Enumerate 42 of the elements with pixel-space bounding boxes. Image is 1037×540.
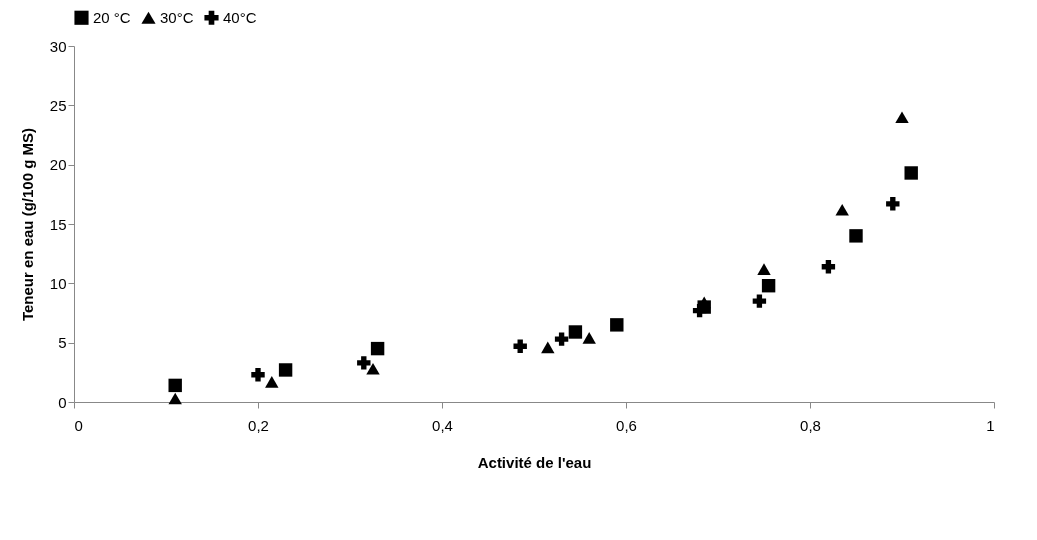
point [582,332,596,344]
x-tick-label: 0,8 [800,416,821,434]
point [895,111,909,124]
point [757,263,771,275]
point [357,356,371,370]
point [554,332,569,346]
legend-label: 40°C [223,8,257,26]
y-tick-label: 20 [49,156,67,174]
point [761,279,776,293]
x-tick-label: 0,2 [248,416,269,434]
point [370,341,385,356]
y-tick-label: 15 [49,215,67,233]
point [849,229,863,243]
point [278,363,293,377]
y-tick-label: 0 [58,393,67,411]
point [904,166,918,180]
point [835,203,849,216]
point [752,294,767,308]
point [366,362,380,375]
point [513,339,527,353]
y-tick-label: 5 [58,334,67,352]
y-tick-label: 25 [49,96,67,114]
x-tick-label: 0,4 [432,416,453,434]
point [568,325,583,339]
x-axis-title: Activité de l'eau [477,453,592,471]
point [886,197,900,211]
legend-label: 30°C [160,8,194,26]
y-axis-title: Teneur en eau (g/100 g MS) [18,127,36,322]
y-tick-label: 10 [49,274,67,292]
point [265,376,279,388]
point [821,260,836,274]
x-tick-label: 1 [986,416,995,434]
x-tick-label: 0,6 [616,416,637,434]
point [251,368,265,382]
point [168,392,182,405]
y-tick-label: 30 [49,37,67,55]
point [697,300,711,314]
point [541,341,555,354]
point [168,378,182,393]
x-tick-label: 0 [74,416,83,434]
legend-label: 20 °C [93,8,131,26]
point [610,318,624,332]
